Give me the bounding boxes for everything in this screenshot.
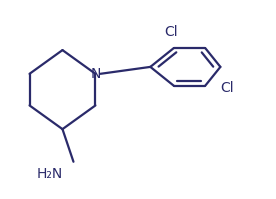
Text: Cl: Cl <box>220 81 234 95</box>
Text: H₂N: H₂N <box>36 167 62 181</box>
Text: N: N <box>90 67 101 81</box>
Text: Cl: Cl <box>164 25 178 39</box>
